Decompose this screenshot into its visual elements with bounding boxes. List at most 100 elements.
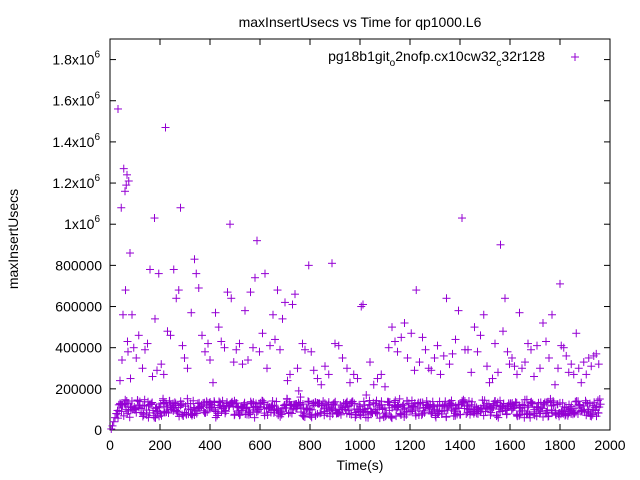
data-point <box>206 356 214 365</box>
y-axis-label: maxInsertUsecs <box>5 189 21 289</box>
data-point <box>402 410 411 419</box>
data-point <box>209 405 218 414</box>
data-point <box>334 341 343 350</box>
x-tick-label: 200 <box>148 437 172 453</box>
data-point <box>387 413 396 422</box>
data-point <box>518 364 526 373</box>
data-point <box>572 329 581 338</box>
data-point <box>527 399 536 408</box>
data-point <box>272 397 281 406</box>
data-point <box>304 261 313 270</box>
data-point <box>441 397 450 406</box>
data-point <box>287 409 296 418</box>
data-point <box>579 358 588 367</box>
data-point <box>150 214 159 223</box>
data-point <box>530 372 538 381</box>
data-point <box>595 395 604 404</box>
data-point <box>113 406 122 415</box>
data-point <box>294 386 303 395</box>
y-tick-label: 1x106 <box>64 214 100 232</box>
data-point <box>170 398 179 407</box>
data-point <box>381 382 389 391</box>
data-point <box>217 337 226 346</box>
data-point <box>300 413 309 422</box>
data-point <box>359 397 368 406</box>
data-point <box>241 306 249 315</box>
data-point <box>377 400 386 409</box>
data-point <box>369 380 378 389</box>
data-point <box>518 400 527 409</box>
data-point <box>231 398 240 407</box>
data-point <box>523 403 532 412</box>
data-point <box>255 347 264 356</box>
data-point <box>122 181 131 190</box>
data-point <box>468 397 477 406</box>
data-point <box>542 337 550 346</box>
data-point <box>132 353 141 362</box>
data-point <box>307 347 316 356</box>
data-point <box>178 341 187 350</box>
data-point <box>155 403 164 412</box>
data-point <box>123 337 132 346</box>
data-point <box>301 345 309 354</box>
data-point <box>109 417 118 426</box>
data-point <box>494 368 502 377</box>
data-point <box>562 351 571 360</box>
data-point <box>488 374 497 383</box>
data-point <box>260 409 269 418</box>
data-point <box>527 345 535 354</box>
data-point <box>114 104 122 113</box>
data-point <box>119 164 128 173</box>
data-point <box>388 323 396 332</box>
data-point <box>148 372 157 381</box>
data-point <box>542 398 551 407</box>
data-point <box>246 410 255 419</box>
data-point <box>277 407 286 416</box>
data-point <box>323 401 332 410</box>
data-point <box>236 410 245 419</box>
data-point <box>159 370 168 379</box>
data-point <box>183 364 192 373</box>
x-tick-label: 1000 <box>344 437 375 453</box>
data-point <box>126 249 134 258</box>
data-point <box>554 364 562 373</box>
data-point <box>427 408 436 417</box>
legend-label: pg18b1gito2nofp.cx10cw32c32r128 <box>328 48 545 69</box>
data-point <box>238 360 247 369</box>
data-point <box>201 347 209 356</box>
data-point <box>187 308 196 317</box>
data-point <box>442 412 451 421</box>
data-point <box>458 214 466 223</box>
x-tick-label: 1200 <box>394 437 425 453</box>
data-point <box>545 353 553 362</box>
data-point <box>151 314 159 323</box>
data-point <box>292 404 301 413</box>
data-point <box>261 269 269 278</box>
y-tick-label: 1.2x106 <box>52 173 100 191</box>
data-point <box>391 337 399 346</box>
data-point <box>499 327 507 336</box>
data-point <box>343 364 351 373</box>
data-point <box>556 279 564 288</box>
data-point <box>189 396 198 405</box>
data-point <box>448 349 457 358</box>
y-tick-label: 0 <box>94 422 102 438</box>
data-point <box>319 397 328 406</box>
data-point <box>331 339 339 348</box>
data-point <box>140 401 149 410</box>
data-point <box>536 364 544 373</box>
data-point <box>588 410 597 419</box>
data-point <box>253 403 262 412</box>
data-point <box>418 398 427 407</box>
data-point <box>173 408 182 417</box>
data-point <box>345 409 354 418</box>
y-tick-label: 800000 <box>55 257 102 273</box>
data-point <box>124 176 133 185</box>
data-point <box>375 414 384 423</box>
data-point <box>346 378 354 387</box>
data-point <box>412 286 421 295</box>
y-tick-label: 1.4x106 <box>52 132 100 150</box>
data-point <box>340 403 349 412</box>
data-point <box>567 360 576 369</box>
